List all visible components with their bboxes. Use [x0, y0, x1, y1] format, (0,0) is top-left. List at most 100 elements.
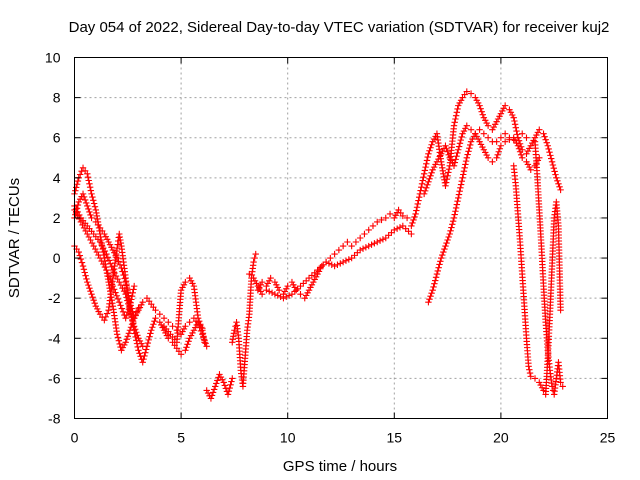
data-point — [433, 270, 441, 278]
data-point — [454, 149, 461, 157]
data-point — [494, 151, 501, 158]
data-point — [442, 179, 450, 186]
data-point — [408, 222, 415, 230]
data-point — [114, 295, 122, 303]
data-point — [105, 273, 113, 280]
data-point — [183, 344, 190, 351]
data-point — [81, 269, 88, 276]
data-point — [76, 215, 83, 223]
data-point — [512, 124, 520, 131]
data-point — [514, 131, 521, 138]
data-point — [151, 318, 158, 325]
data-point — [77, 255, 85, 263]
data-point — [422, 187, 429, 195]
data-point — [274, 292, 281, 299]
data-point — [497, 134, 505, 141]
data-point — [102, 313, 109, 321]
data-point — [463, 88, 470, 95]
data-point — [149, 324, 156, 331]
data-point — [107, 260, 114, 267]
data-point — [442, 142, 449, 149]
data-point — [544, 142, 552, 149]
data-point — [139, 359, 146, 366]
data-point — [543, 139, 550, 146]
data-point — [457, 184, 464, 192]
data-point — [197, 321, 204, 328]
data-point — [542, 136, 549, 143]
data-point — [484, 134, 492, 141]
data-point — [182, 347, 189, 354]
data-point — [444, 172, 451, 180]
data-point — [371, 240, 378, 247]
data-point — [511, 117, 518, 125]
data-point — [510, 136, 517, 143]
data-point — [454, 105, 461, 113]
data-point — [374, 238, 381, 246]
data-point — [348, 242, 355, 250]
data-point — [76, 171, 84, 178]
data-point — [513, 127, 520, 135]
data-point — [451, 159, 459, 166]
data-point — [72, 187, 79, 194]
data-point — [87, 187, 95, 194]
data-point — [113, 331, 121, 338]
grid — [74, 57, 608, 419]
data-point — [227, 381, 234, 389]
data-point — [293, 286, 300, 294]
data-point — [365, 226, 372, 234]
data-point — [214, 377, 221, 384]
series-track-m — [425, 126, 530, 306]
chart-title: Day 054 of 2022, Sidereal Day-to-day VTE… — [69, 19, 610, 36]
data-point — [424, 181, 431, 189]
data-point — [427, 292, 434, 300]
data-point — [169, 323, 176, 330]
x-axis-label: GPS time / hours — [283, 458, 397, 475]
data-point — [442, 242, 449, 250]
series-track-g — [203, 371, 236, 402]
data-point — [325, 260, 333, 267]
data-point — [198, 324, 205, 331]
data-point — [85, 205, 92, 213]
data-point — [116, 278, 123, 286]
data-point — [105, 257, 113, 264]
data-point — [545, 145, 552, 153]
data-point — [85, 233, 93, 241]
data-point — [160, 315, 168, 322]
data-point — [108, 263, 115, 271]
y-tick-label: 4 — [53, 170, 61, 186]
data-point — [123, 336, 130, 343]
y-tick-label: -8 — [48, 411, 61, 427]
data-point — [135, 347, 142, 354]
data-point — [73, 184, 80, 191]
data-point — [477, 105, 484, 112]
data-point — [122, 339, 129, 346]
data-point — [493, 138, 500, 145]
data-point — [122, 290, 129, 298]
data-point — [145, 336, 152, 344]
data-point — [87, 287, 94, 295]
data-point — [557, 307, 564, 314]
data-point — [460, 167, 468, 175]
y-tick-label: -6 — [48, 370, 61, 386]
data-point — [91, 299, 98, 307]
axes: 0 5 10 15 20 25 -8 -6 -4 -2 0 2 4 6 8 10 — [45, 50, 616, 446]
data-point — [144, 339, 152, 347]
data-point — [476, 102, 483, 109]
data-point — [130, 282, 138, 290]
data-point — [318, 262, 326, 270]
data-point — [553, 174, 560, 182]
data-point — [382, 214, 389, 222]
data-point — [142, 349, 149, 356]
x-tick-label: 25 — [600, 430, 616, 446]
data-point — [391, 226, 398, 234]
data-point — [110, 286, 118, 293]
series-track-j — [246, 222, 415, 302]
data-point — [525, 363, 532, 370]
data-point — [142, 346, 150, 353]
data-point — [519, 130, 526, 137]
data-point — [445, 151, 452, 158]
data-point — [480, 130, 488, 137]
data-point — [527, 166, 534, 174]
data-point — [536, 126, 543, 133]
